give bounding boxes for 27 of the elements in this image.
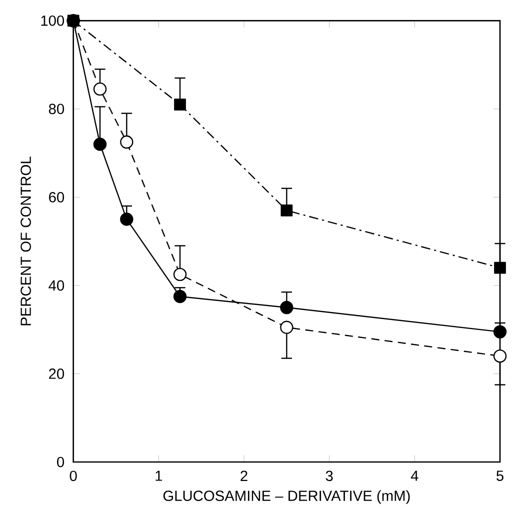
point (120, 135, 134, 149)
y-tick-label: 100 (41, 15, 64, 26)
y-tick-label: 40 (48, 280, 64, 291)
point (493, 349, 507, 363)
point (174, 98, 186, 110)
x-tick-label: 5 (496, 470, 504, 481)
x-tick-label: 1 (156, 470, 162, 481)
point (493, 325, 507, 338)
point (280, 320, 294, 334)
x-tick-label: 2 (240, 470, 248, 481)
x-tick-label: 3 (326, 470, 333, 482)
point (93, 82, 107, 96)
point (173, 268, 187, 282)
x-tick-label: 4 (410, 470, 418, 481)
y-axis-title: PERCENT OF CONTROL (20, 156, 31, 326)
point (280, 204, 293, 216)
point (173, 290, 187, 304)
y-tick-label: 80 (48, 104, 64, 114)
point (120, 212, 134, 226)
point (494, 262, 506, 274)
y-tick-label: 0 (57, 456, 64, 468)
x-tick-label: 0 (70, 470, 77, 482)
y-tick-label: 60 (49, 192, 64, 202)
y-tick-label: 20 (49, 368, 64, 379)
point (93, 138, 107, 151)
x-axis-title: GLUCOSAMINE – DERIVATIVE (mM) (163, 490, 410, 504)
point (280, 300, 294, 314)
